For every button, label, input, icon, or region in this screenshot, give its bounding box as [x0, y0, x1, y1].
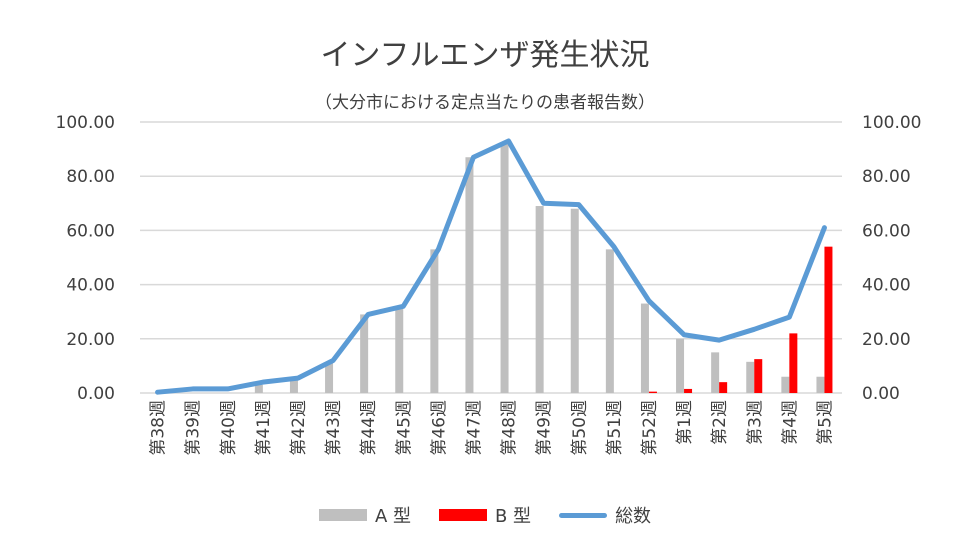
legend-label-a: A 型	[374, 506, 411, 527]
bar-b	[754, 359, 763, 393]
y-tick-label-left: 100.00	[56, 113, 115, 133]
bar-a	[289, 379, 298, 393]
y-tick-label-right: 80.00	[862, 167, 911, 187]
x-tick-label: 第41週	[254, 400, 274, 456]
legend-item-b: B 型	[438, 502, 532, 528]
x-tick-label: 第38週	[149, 400, 169, 456]
chart-title: インフルエンザ発生状況	[320, 38, 650, 73]
y-tick-label-right: 60.00	[862, 221, 911, 241]
bar-a	[395, 308, 404, 393]
bar-b	[789, 333, 798, 393]
legend-label-b: B 型	[494, 506, 532, 527]
y-tick-label-left: 20.00	[66, 330, 115, 350]
bar-a	[746, 361, 755, 393]
y-tick-label-right: 20.00	[862, 330, 911, 350]
bar-a	[325, 363, 334, 393]
x-tick-label: 第39週	[184, 400, 204, 456]
y-tick-label-right: 40.00	[862, 276, 911, 296]
bar-a	[781, 376, 790, 393]
bar-a	[500, 143, 509, 393]
x-tick-label: 第48週	[500, 400, 520, 456]
y-tick-label-right: 0.00	[862, 384, 900, 404]
x-tick-label: 第45週	[394, 400, 414, 456]
x-tick-label: 第2週	[710, 400, 730, 445]
x-tick-label: 第51週	[605, 400, 625, 456]
x-tick-label: 第5週	[815, 400, 835, 445]
x-tick-label: 第52週	[640, 400, 660, 456]
bar-b	[719, 382, 728, 393]
bar-a	[570, 208, 579, 393]
bar-a	[254, 384, 263, 393]
bar-a	[676, 338, 685, 393]
bar-a	[640, 303, 649, 393]
x-tick-label: 第49週	[535, 400, 555, 456]
legend-item-a: A 型	[318, 502, 411, 528]
x-tick-label: 第1週	[675, 400, 695, 445]
bar-a	[430, 249, 439, 393]
x-tick-label: 第4週	[780, 400, 800, 445]
y-tick-label-left: 60.00	[66, 221, 115, 241]
legend: A 型 B 型 総数	[0, 502, 970, 528]
y-tick-label-right: 100.00	[862, 113, 921, 133]
bar-a	[711, 352, 720, 393]
legend-swatch-total	[559, 512, 608, 518]
chart-subtitle: （大分市における定点当たりの患者報告数）	[315, 93, 655, 113]
x-tick-label: 第44週	[359, 400, 379, 456]
legend-label-total: 総数	[615, 506, 652, 527]
legend-swatch-b	[438, 509, 487, 521]
x-tick-label: 第46週	[429, 400, 449, 456]
legend-item-total: 総数	[559, 502, 651, 528]
bar-a	[465, 157, 474, 393]
bar-a	[605, 249, 614, 393]
line-total	[155, 138, 827, 395]
y-tick-label-left: 40.00	[66, 276, 115, 296]
x-tick-label: 第47週	[464, 400, 484, 456]
x-tick-label: 第42週	[289, 400, 309, 456]
y-tick-label-left: 80.00	[66, 167, 115, 187]
bar-b	[824, 246, 833, 393]
bar-b	[684, 388, 693, 393]
bar-a	[816, 376, 825, 393]
bar-a	[535, 206, 544, 393]
x-tick-label: 第50週	[570, 400, 590, 456]
legend-swatch-a	[318, 509, 367, 521]
bar-a	[360, 314, 369, 393]
x-tick-label: 第43週	[324, 400, 344, 456]
x-tick-label: 第3週	[745, 400, 765, 445]
bar-b	[648, 391, 657, 393]
y-tick-label-left: 0.00	[77, 384, 115, 404]
x-tick-label: 第40週	[219, 400, 239, 456]
